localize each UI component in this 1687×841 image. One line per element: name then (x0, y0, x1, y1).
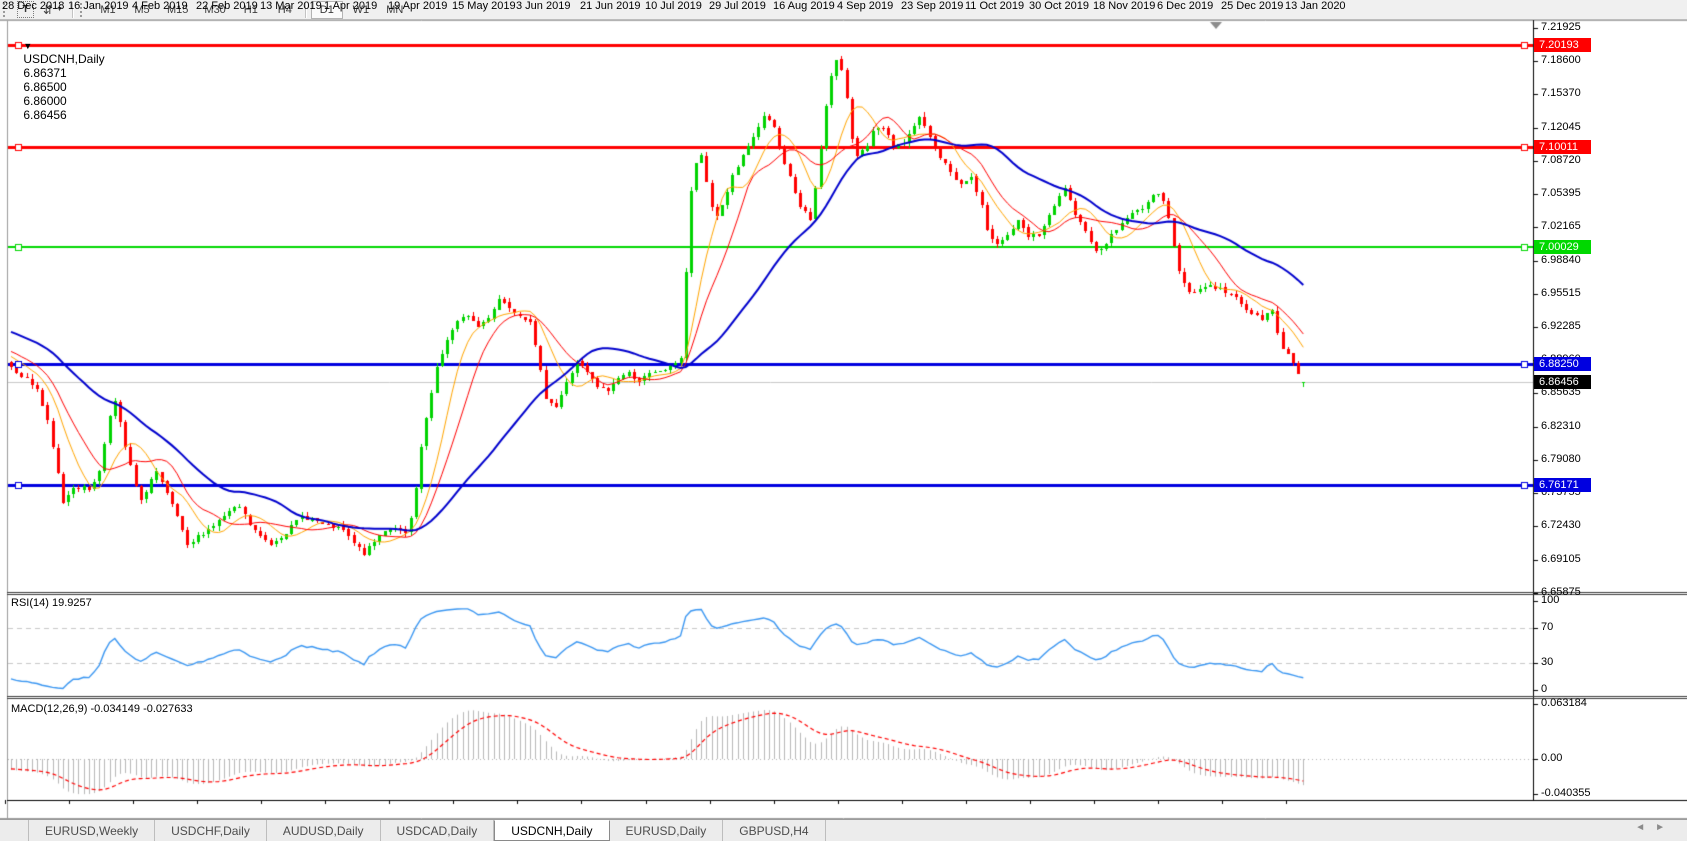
date-axis-label: 11 Oct 2019 (965, 0, 1025, 12)
date-axis-label: 3 Jun 2019 (516, 0, 571, 12)
price-axis-label: 7.21925 (1541, 21, 1581, 33)
tab-gbpusd-h4[interactable]: GBPUSD,H4 (723, 820, 826, 841)
date-axis-label: 23 Sep 2019 (901, 0, 964, 12)
tab-audusd-daily[interactable]: AUDUSD,Daily (267, 820, 381, 841)
macd-indicator-label: MACD(12,26,9) -0.034149 -0.027633 (11, 703, 193, 715)
timeframe-button-h1[interactable]: H1 (243, 3, 258, 16)
chart-symbol-title: USDCNH,Daily (23, 52, 105, 66)
date-axis-label: 16 Aug 2019 (773, 0, 835, 12)
current-price-badge: 6.86456 (1534, 375, 1591, 389)
tab-usdcad-daily[interactable]: USDCAD,Daily (381, 820, 495, 841)
date-axis-label: 13 Mar 2019 (260, 0, 322, 12)
date-axis-label: 15 May 2019 (452, 0, 516, 12)
price-axis-label: 7.18600 (1541, 54, 1581, 66)
date-axis-label: 29 Jul 2019 (709, 0, 766, 12)
tab-scroll-arrows: ◄► (1635, 822, 1675, 833)
price-axis-label: 6.79080 (1541, 453, 1581, 465)
chart-tab-bar: EURUSD,Weekly USDCHF,Daily AUDUSD,Daily USD… (0, 819, 1687, 841)
macd-axis-label: -0.040355 (1541, 787, 1591, 799)
tab-eurusd-weekly[interactable]: EURUSD,Weekly (28, 820, 156, 841)
date-axis-label: 10 Jul 2019 (645, 0, 702, 12)
timeframe-button-m5[interactable]: M5 (134, 3, 150, 16)
date-axis-label: 28 Dec 2018 (2, 0, 65, 12)
timeframe-button-mn[interactable]: MN (386, 3, 404, 16)
tab-usdcnh-daily[interactable]: USDCNH,Daily (494, 820, 610, 841)
rsi-axis-label: 30 (1541, 656, 1554, 668)
hline-price-badge: 7.20193 (1534, 38, 1591, 52)
price-axis-label: 7.05395 (1541, 187, 1581, 199)
toolbar-grip[interactable] (3, 2, 10, 17)
chart-info-line: ▼ USDCNH,Daily 6.86371 6.86500 6.86000 6… (10, 24, 109, 136)
hline-price-badge: 7.00029 (1534, 240, 1591, 254)
chevron-down-icon[interactable]: ▼ (56, 6, 63, 13)
price-axis-label: 7.15370 (1541, 87, 1581, 99)
date-axis-label: 16 Jan 2019 (68, 0, 129, 12)
date-axis-label: 19 Apr 2019 (388, 0, 448, 12)
price-axis-label: 6.95515 (1541, 287, 1581, 299)
timeframe-button-h4[interactable]: H4 (277, 3, 292, 16)
timeframe-button-m30[interactable]: M30 (204, 3, 226, 16)
date-axis-label: 18 Nov 2019 (1093, 0, 1156, 12)
hline-price-badge: 7.10011 (1534, 140, 1591, 154)
timeframe-button-m1[interactable]: M1 (100, 3, 116, 16)
price-axis-label: 6.85635 (1541, 386, 1581, 398)
date-axis-label: 1 Apr 2019 (324, 0, 378, 12)
date-axis-label: 6 Dec 2019 (1157, 0, 1214, 12)
quote-close: 6.86456 (23, 108, 67, 122)
timeframe-button-m15[interactable]: M15 (167, 3, 189, 16)
price-axis-label: 6.69105 (1541, 553, 1581, 565)
timeframe-button-w1[interactable]: W1 (352, 3, 370, 16)
price-axis-label: 6.92285 (1541, 320, 1581, 332)
rsi-axis-label: 100 (1541, 594, 1560, 606)
price-axis-label: 6.65875 (1541, 586, 1581, 598)
text-label-tool-icon[interactable]: T (17, 1, 34, 18)
toolbar: T ⇵ ▼ M1 M5 M15 M30 H1 H4 D1 W1 MN (0, 0, 1687, 20)
date-axis-label: 22 Feb 2019 (196, 0, 258, 12)
quote-high: 6.86500 (23, 80, 67, 94)
price-axis-label: 6.72430 (1541, 519, 1581, 531)
timeframe-button-d1[interactable]: D1 (310, 0, 343, 19)
timeframe-button-group: M1 M5 M15 M30 H1 H4 D1 W1 MN (91, 0, 412, 19)
hline-price-badge: 6.88250 (1534, 357, 1591, 371)
price-axis-label: 6.98840 (1541, 254, 1581, 266)
price-axis-label: 7.08720 (1541, 154, 1581, 166)
date-axis-label: 30 Oct 2019 (1029, 0, 1089, 12)
tab-scroll-right-icon[interactable]: ► (1655, 822, 1675, 833)
tab-eurusd-daily[interactable]: EURUSD,Daily (610, 820, 724, 841)
price-axis-label: 7.02165 (1541, 220, 1581, 232)
macd-axis-label: 0.00 (1541, 752, 1563, 764)
date-axis-label: 13 Jan 2020 (1285, 0, 1346, 12)
hline-price-badge: 6.76171 (1534, 478, 1591, 492)
price-axis-label: 7.12045 (1541, 121, 1581, 133)
date-axis-label: 21 Jun 2019 (580, 0, 641, 12)
date-axis-label: 4 Feb 2019 (132, 0, 188, 12)
cursor-arrows-icon[interactable]: ⇵ (43, 2, 54, 17)
quote-low: 6.86000 (23, 94, 67, 108)
tab-usdchf-daily[interactable]: USDCHF,Daily (155, 820, 267, 841)
rsi-axis-label: 70 (1541, 621, 1554, 633)
toolbar-grip[interactable] (80, 2, 87, 17)
toolbar-separator (72, 1, 74, 18)
date-axis-label: 4 Sep 2019 (837, 0, 894, 12)
rsi-axis-label: 0 (1541, 683, 1548, 695)
rsi-indicator-label: RSI(14) 19.9257 (11, 597, 92, 609)
toolbar-separator (304, 1, 307, 18)
quote-open: 6.86371 (23, 66, 67, 80)
macd-axis-label: 0.063184 (1541, 697, 1587, 709)
one-click-trading-arrow[interactable]: ▼ (23, 41, 33, 51)
price-axis-label: 6.82310 (1541, 420, 1581, 432)
tab-scroll-left-icon[interactable]: ◄ (1635, 822, 1656, 833)
date-axis-label: 25 Dec 2019 (1221, 0, 1284, 12)
